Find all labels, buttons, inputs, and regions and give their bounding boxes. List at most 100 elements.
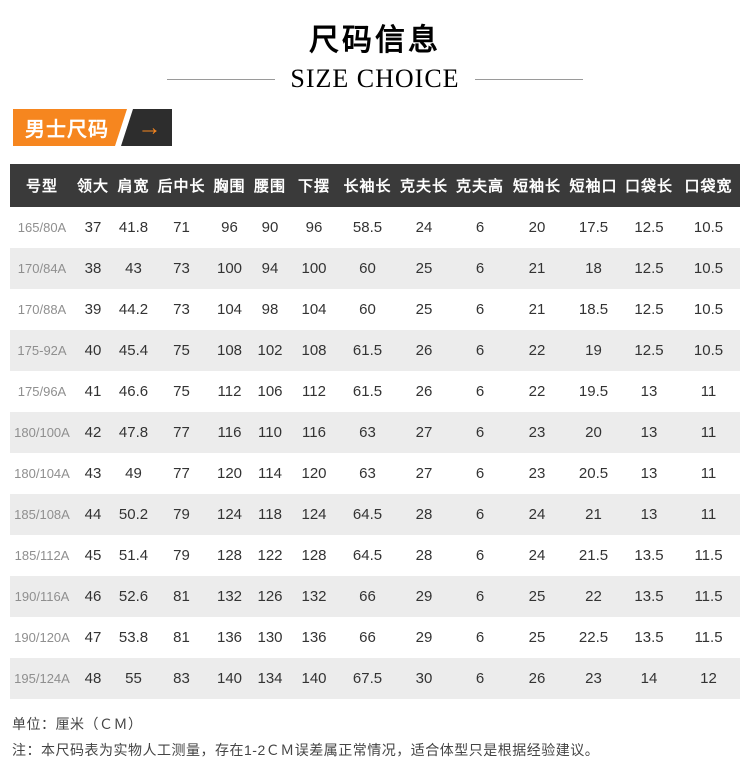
table-row: 175/96A 41 46.6 75 112 106 112 61.5 26 6 22 19.5 13 1…: [10, 371, 740, 412]
measurement-cell: 47.8: [118, 424, 149, 441]
measurement-cell: 73: [173, 260, 190, 277]
measurement-cell: 120: [301, 465, 327, 482]
measurement-cell: 41.8: [118, 219, 149, 236]
measurement-cell: 83: [173, 670, 190, 687]
measurement-cell: 18.5: [578, 301, 609, 318]
measurement-cell: 6: [475, 219, 485, 236]
measurement-cell: 53.8: [118, 629, 149, 646]
measurement-cell: 27: [415, 465, 433, 482]
measurement-cell: 71: [173, 219, 190, 236]
measurement-cell: 11: [700, 424, 717, 441]
measurement-cell: 11.5: [694, 588, 723, 605]
measurement-cell: 90: [261, 219, 279, 236]
measurement-cell: 13: [640, 424, 658, 441]
measurement-cell: 6: [475, 588, 485, 605]
measurement-cell: 140: [301, 670, 327, 687]
measurement-cell: 48: [84, 670, 102, 687]
measurement-cell: 13: [640, 383, 658, 400]
footer-notes: 单位：厘米（ＣＭ） 注：本尺码表为实物人工测量，存在1-2ＣＭ误差属正常情况，适…: [12, 711, 750, 763]
measurement-cell: 42: [84, 424, 102, 441]
measurement-cell: 6: [475, 547, 485, 564]
measurement-cell: 6: [475, 629, 485, 646]
unit-note: 单位：厘米（ＣＭ）: [12, 716, 143, 732]
measurement-cell: 66: [359, 629, 376, 646]
size-model-cell: 185/112A: [14, 548, 70, 563]
right-arrow-icon: →: [137, 113, 162, 141]
column-header: 克夫高: [452, 164, 508, 207]
table-row: 190/120A 47 53.8 81 136 130 136 66 29 6 25 22.5 13.5…: [10, 617, 740, 658]
measurement-cell: 40: [84, 342, 102, 359]
measurement-cell: 118: [258, 506, 282, 523]
measurement-cell: 108: [216, 342, 243, 359]
size-model-cell: 175-92A: [17, 343, 67, 358]
page-subtitle: SIZE CHOICE: [290, 64, 460, 93]
measurement-cell: 112: [217, 383, 242, 400]
size-table-body: 165/80A 37 41.8 71 96 90 96 58.5 24 6 20 17.5 12.5 10…: [10, 207, 740, 699]
measurement-cell: 64.5: [352, 506, 383, 523]
measurement-cell: 120: [216, 465, 243, 482]
measurement-cell: 12: [700, 670, 717, 687]
measurement-cell: 10.5: [693, 301, 724, 318]
measurement-cell: 21: [528, 301, 546, 318]
measurement-cell: 124: [216, 506, 243, 523]
measurement-cell: 26: [415, 383, 433, 400]
measurement-cell: 11.5: [694, 547, 723, 564]
table-row: 185/108A 44 50.2 79 124 118 124 64.5 28 6 24 21 13 11: [10, 494, 740, 535]
measurement-cell: 96: [221, 219, 238, 236]
table-row: 180/104A 43 49 77 120 114 120 63 27 6 23 20.5 13 11: [10, 453, 740, 494]
measurement-cell: 6: [475, 506, 485, 523]
measurement-cell: 29: [415, 588, 433, 605]
measurement-cell: 51.4: [118, 547, 149, 564]
measurement-cell: 108: [301, 342, 327, 359]
measurement-cell: 100: [216, 260, 243, 277]
table-row: 170/84A 38 43 73 100 94 100 60 25 6 21 18 12.5 10.5: [10, 248, 740, 289]
measurement-cell: 110: [258, 424, 282, 441]
size-model-cell: 170/84A: [17, 261, 67, 276]
size-model-cell: 190/116A: [14, 589, 70, 604]
measurement-cell: 19: [585, 342, 602, 359]
measurement-cell: 23: [528, 465, 546, 482]
measurement-cell: 45: [84, 547, 102, 564]
measurement-cell: 28: [415, 547, 433, 564]
mens-size-badge-label: 男士尺码: [13, 109, 127, 146]
measurement-cell: 55: [125, 670, 142, 687]
measurement-cell: 6: [475, 383, 485, 400]
measurement-cell: 24: [528, 547, 546, 564]
measurement-cell: 96: [305, 219, 323, 236]
title-block: 尺码信息 SIZE CHOICE: [0, 21, 750, 94]
measurement-cell: 6: [475, 424, 485, 441]
measurement-cell: 30: [415, 670, 433, 687]
measurement-cell: 63: [359, 424, 376, 441]
measurement-cell: 6: [475, 260, 485, 277]
measurement-cell: 20: [585, 424, 602, 441]
measurement-cell: 50.2: [118, 506, 149, 523]
size-model-cell: 195/124A: [14, 671, 70, 686]
measurement-cell: 20: [528, 219, 546, 236]
measurement-cell: 44: [84, 506, 102, 523]
measurement-cell: 11: [700, 383, 717, 400]
measurement-cell: 64.5: [352, 547, 383, 564]
size-model-cell: 165/80A: [17, 220, 67, 235]
column-header: 肩宽: [112, 164, 155, 207]
size-model-cell: 180/100A: [14, 425, 70, 440]
measurement-cell: 10.5: [693, 342, 724, 359]
measurement-cell: 124: [301, 506, 327, 523]
column-header: 克夫长: [396, 164, 452, 207]
size-model-cell: 175/96A: [17, 384, 67, 399]
measurement-cell: 43: [125, 260, 142, 277]
measurement-cell: 63: [359, 465, 376, 482]
measurement-cell: 112: [302, 383, 326, 400]
measurement-cell: 25: [415, 301, 433, 318]
measurement-cell: 6: [475, 342, 485, 359]
measurement-cell: 75: [173, 383, 190, 400]
measurement-cell: 116: [302, 424, 326, 441]
measurement-cell: 81: [173, 588, 190, 605]
measurement-cell: 136: [216, 629, 243, 646]
measurement-cell: 43: [84, 465, 102, 482]
measurement-cell: 61.5: [352, 383, 383, 400]
measurement-cell: 13.5: [634, 588, 664, 605]
measurement-cell: 58.5: [352, 219, 383, 236]
column-header: 后中长: [155, 164, 208, 207]
column-header: 下摆: [289, 164, 339, 207]
